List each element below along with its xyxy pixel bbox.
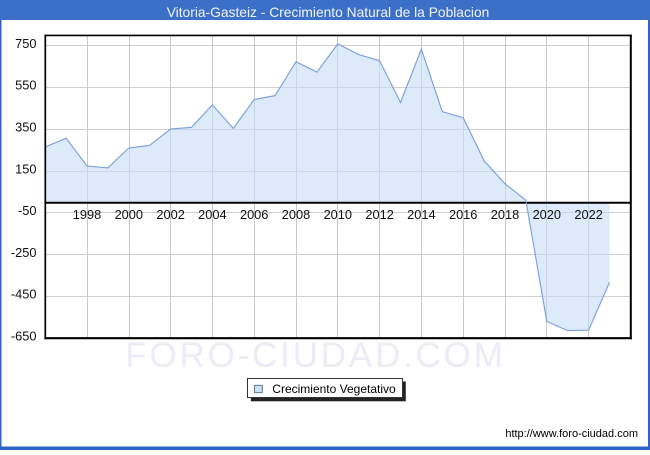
svg-text:Vitoria-Gasteiz - Crecimiento: Vitoria-Gasteiz - Crecimiento Natural de…	[167, 5, 490, 20]
svg-text:2012: 2012	[365, 207, 393, 222]
svg-text:-50: -50	[18, 203, 37, 218]
svg-text:http://www.foro-ciudad.com: http://www.foro-ciudad.com	[505, 428, 638, 440]
svg-text:2020: 2020	[533, 207, 561, 222]
svg-text:Crecimiento Vegetativo: Crecimiento Vegetativo	[272, 382, 396, 396]
svg-text:2014: 2014	[407, 207, 435, 222]
svg-text:-450: -450	[11, 287, 37, 302]
svg-text:750: 750	[15, 36, 36, 51]
svg-text:2022: 2022	[574, 207, 602, 222]
svg-text:350: 350	[15, 120, 36, 135]
svg-text:2016: 2016	[449, 207, 477, 222]
svg-text:-650: -650	[11, 329, 37, 344]
svg-text:1998: 1998	[73, 207, 101, 222]
svg-text:2006: 2006	[240, 207, 268, 222]
svg-text:2018: 2018	[491, 207, 519, 222]
svg-text:2010: 2010	[324, 207, 352, 222]
svg-text:150: 150	[15, 161, 36, 176]
svg-text:550: 550	[15, 78, 36, 93]
svg-text:2004: 2004	[198, 207, 226, 222]
svg-text:2002: 2002	[156, 207, 184, 222]
svg-text:FORO-CIUDAD.COM: FORO-CIUDAD.COM	[125, 336, 505, 375]
svg-text:-250: -250	[11, 245, 37, 260]
svg-text:2000: 2000	[115, 207, 143, 222]
svg-text:2008: 2008	[282, 207, 310, 222]
